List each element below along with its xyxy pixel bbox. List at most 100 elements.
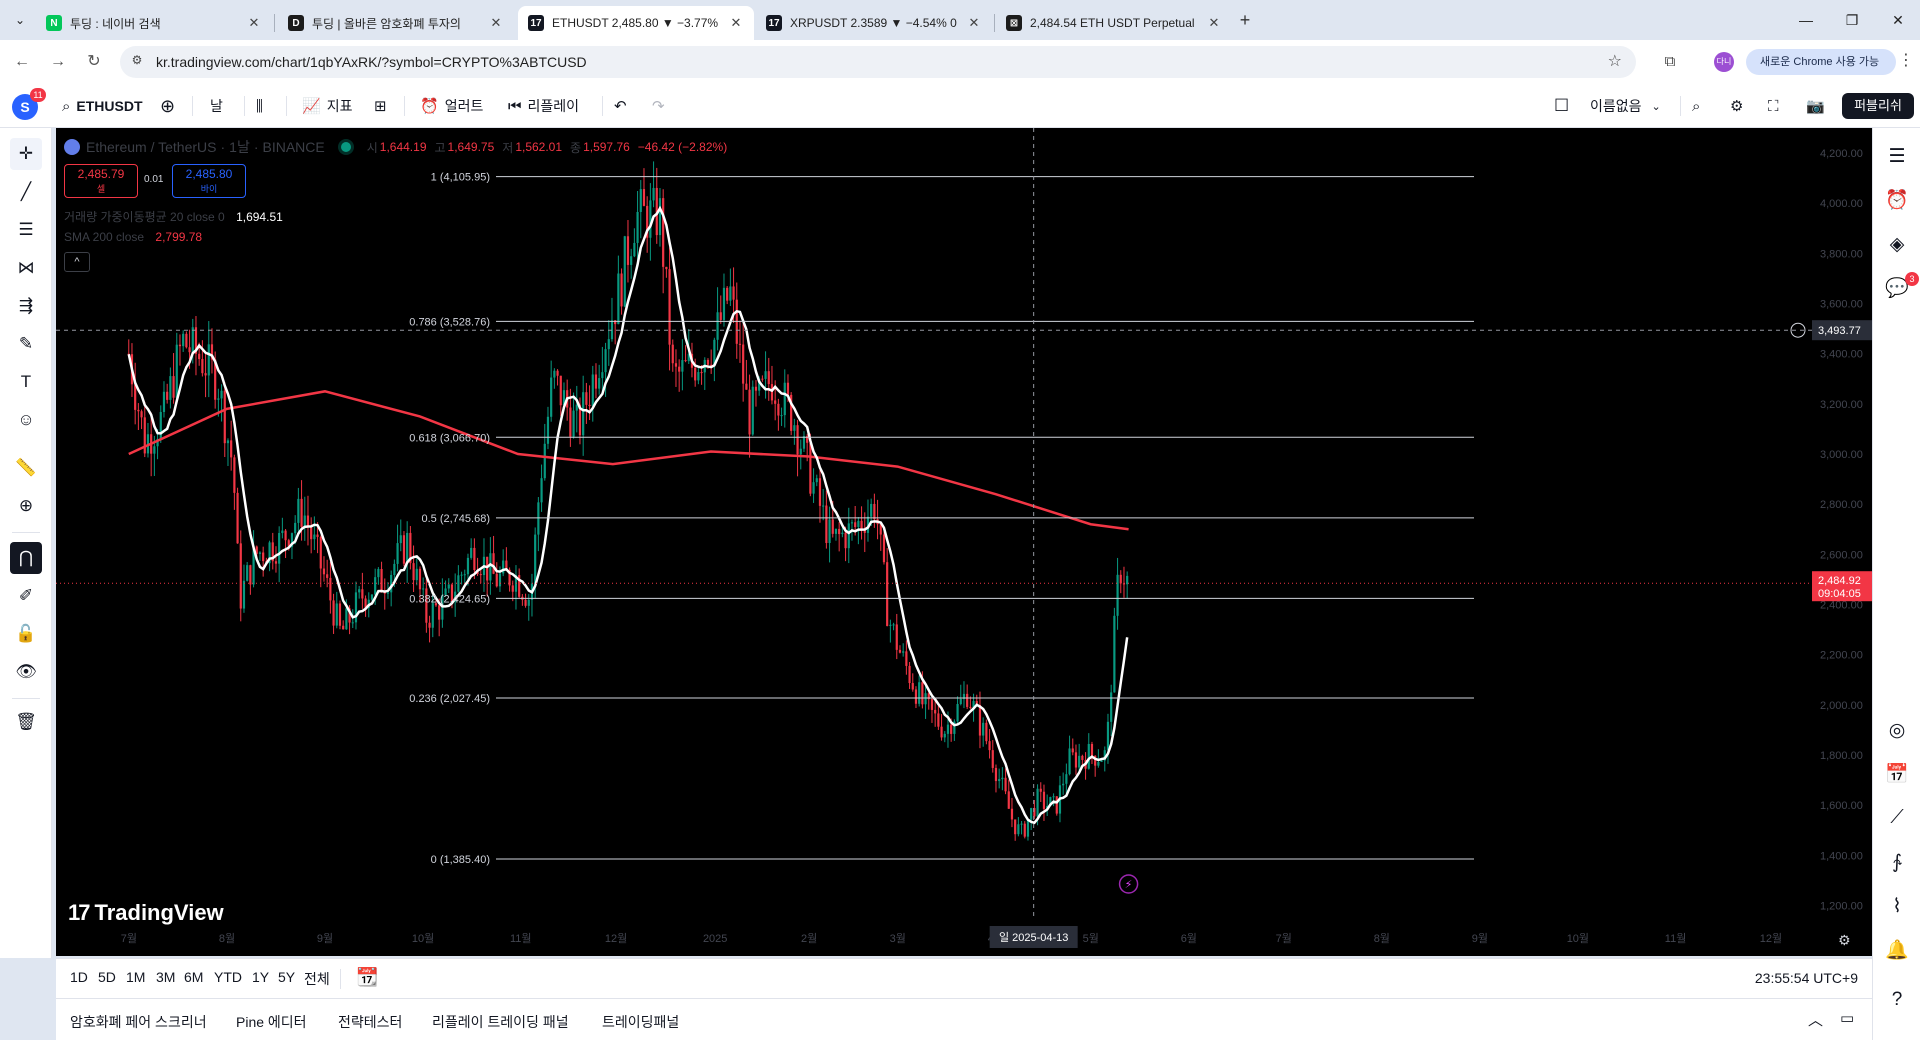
browser-tab[interactable]: 17 XRPUSDT 2.3589 ▼ −4.54% 0 ✕	[756, 6, 992, 40]
alert-button[interactable]: ⏰ 얼러트	[420, 92, 483, 120]
restore-icon[interactable]: ❐	[1845, 12, 1859, 28]
minimize-icon[interactable]: —	[1799, 12, 1813, 28]
lock-drawing-pencil-icon[interactable]: ✐	[18, 586, 34, 605]
help-icon[interactable]: ?	[1891, 989, 1903, 1010]
replay-button[interactable]: ⏮ 리플레이	[508, 92, 579, 120]
tab-replay-trading-panel[interactable]: 리플레이 트레이딩 패널	[432, 1014, 569, 1030]
close-tab-icon[interactable]: ✕	[1208, 15, 1220, 30]
buy-button[interactable]: 2,485.80 바이	[172, 164, 246, 198]
address-bar[interactable]: ⚙ kr.tradingview.com/chart/1qbYAxRK/?sym…	[120, 46, 1636, 78]
price-chart[interactable]: 4,200.00 4,000.00 3,800.00 3,600.00 3,400.00…	[56, 128, 1872, 956]
pattern-icon[interactable]: ⋈	[17, 258, 35, 277]
timeframe-5d[interactable]: 5D	[98, 969, 116, 985]
timeframe-6m[interactable]: 6M	[184, 969, 204, 985]
axis-settings-icon[interactable]: ⚙	[1838, 932, 1851, 948]
eye-icon[interactable]: 👁	[15, 662, 37, 681]
browser-tab[interactable]: N 투딩 : 네이버 검색 ✕	[36, 6, 272, 40]
pine-icon[interactable]: ∱	[1892, 851, 1902, 873]
compare-add-symbol-button[interactable]: ⊕	[160, 92, 181, 120]
interval-button[interactable]: 날	[210, 92, 223, 120]
zoom-in-icon[interactable]: ⊕	[18, 496, 34, 515]
tab-pine-editor[interactable]: Pine 에디터	[236, 1014, 307, 1030]
publish-button[interactable]: 퍼블리쉬	[1842, 93, 1914, 119]
chat-icon[interactable]: 💬 3	[1881, 272, 1919, 304]
timeframe-3m[interactable]: 3M	[156, 969, 176, 985]
trend-line-icon[interactable]: ╱	[20, 182, 32, 201]
timeframe-1m[interactable]: 1M	[126, 969, 146, 985]
timeframe-1y[interactable]: 1Y	[252, 969, 270, 985]
chart-clock[interactable]: 23:55:54 UTC+9	[1754, 970, 1858, 986]
indicator-legend-sma[interactable]: SMA 200 close 2,799.78	[64, 230, 202, 244]
browser-tab-active[interactable]: 17 ETHUSDT 2,485.80 ▼ −3.77% ✕	[518, 6, 754, 40]
maximize-panel-icon[interactable]: ▭	[1840, 1010, 1855, 1027]
ideas-icon[interactable]: ⟋	[1890, 807, 1904, 828]
indicators-button[interactable]: 📈 지표	[302, 92, 352, 120]
window-close-icon[interactable]: ✕	[1892, 12, 1904, 28]
close-tab-icon[interactable]: ✕	[248, 15, 260, 30]
chart-type-button[interactable]: ⫼	[256, 92, 269, 120]
close-tab-icon[interactable]: ✕	[968, 15, 980, 30]
lock-icon[interactable]: 🔓	[15, 624, 37, 643]
target-icon[interactable]: ◎	[1888, 719, 1906, 741]
settings-button[interactable]: ⚙	[1730, 92, 1749, 120]
chevron-up-icon[interactable]: ︿	[1808, 1012, 1824, 1029]
forecast-icon[interactable]: ⇶	[18, 296, 34, 315]
emoji-icon[interactable]: ☺	[17, 410, 35, 429]
timeframe-5y[interactable]: 5Y	[278, 969, 296, 985]
collapse-legend-button[interactable]: ^	[64, 252, 90, 272]
alerts-clock-icon[interactable]: ⏰	[1885, 190, 1909, 211]
crosshair-cursor-icon[interactable]: ✛	[10, 138, 42, 170]
tab-strategy-tester[interactable]: 전략테스터	[338, 1014, 403, 1030]
undo-button[interactable]: ↶	[614, 92, 633, 120]
redo-button[interactable]: ↷	[652, 92, 671, 120]
back-arrow-icon[interactable]: ←	[14, 53, 30, 70]
close-tab-icon[interactable]: ✕	[730, 15, 742, 30]
brush-icon[interactable]: ✎	[18, 334, 34, 353]
fib-retracement-icon[interactable]: ☰	[18, 220, 34, 239]
sell-button[interactable]: 2,485.79 셀	[64, 164, 138, 198]
tab-trading-panel[interactable]: 트레이딩패널	[602, 1014, 680, 1030]
extensions-puzzle-icon[interactable]: ⧉	[1664, 53, 1676, 70]
bookmark-star-icon[interactable]: ☆	[1607, 53, 1622, 70]
reload-icon[interactable]: ↻	[87, 53, 101, 70]
chrome-update-button[interactable]: 새로운 Chrome 사용 가능	[1746, 49, 1896, 75]
streams-icon[interactable]: ⌇	[1892, 895, 1902, 917]
chrome-menu-icon[interactable]: ⋮	[1898, 52, 1914, 69]
templates-button[interactable]: ⊞	[374, 92, 393, 120]
legend-pair[interactable]: Ethereum / TetherUS	[86, 139, 217, 155]
tab-crypto-screener[interactable]: 암호화폐 페어 스크리너	[70, 1014, 207, 1030]
text-icon[interactable]: T	[20, 372, 32, 391]
notifications-bell-icon[interactable]: 🔔	[1885, 940, 1909, 961]
quick-search-button[interactable]: ⌕	[1692, 92, 1706, 120]
site-info-icon[interactable]: ⚙	[131, 53, 143, 67]
timeframe-all[interactable]: 전체	[304, 971, 330, 987]
tab-search-chevron-icon[interactable]: ⌄	[14, 13, 26, 27]
trash-icon[interactable]: 🗑	[15, 712, 37, 731]
candle-body	[598, 378, 601, 389]
layout-name-button[interactable]: 이름없음 ⌄	[1590, 92, 1661, 120]
close-tab-icon[interactable]: ✕	[490, 15, 502, 30]
market-status-dot[interactable]	[340, 142, 351, 152]
url-text[interactable]: kr.tradingview.com/chart/1qbYAxRK/?symbo…	[156, 54, 587, 70]
ruler-icon[interactable]: 📏	[15, 458, 37, 477]
chart-canvas[interactable]: 4,200.00 4,000.00 3,800.00 3,600.00 3,400.00…	[56, 128, 1872, 956]
timeframe-1d[interactable]: 1D	[70, 969, 88, 985]
forward-arrow-icon[interactable]: →	[50, 53, 66, 70]
fullscreen-button[interactable]: ⛶	[1768, 92, 1785, 120]
candle-body	[303, 515, 306, 527]
browser-tab[interactable]: D 투딩 | 올바른 암호화폐 투자의 ✕	[278, 6, 514, 40]
candle-body	[143, 417, 146, 454]
new-tab-plus-icon[interactable]: +	[1239, 10, 1251, 30]
snapshot-button[interactable]: 📷	[1806, 92, 1831, 120]
layers-icon[interactable]: ◈	[1889, 233, 1905, 255]
watchlist-icon[interactable]: ☰	[1888, 145, 1906, 167]
calendar-icon[interactable]: 📅	[1885, 764, 1909, 785]
date-range-calendar-icon[interactable]: 📆	[356, 967, 379, 987]
magnet-icon[interactable]: ⋂	[10, 542, 42, 574]
indicator-legend-vwma[interactable]: 거래량 가중이동평균 20 close 0 1,694.51	[64, 208, 283, 225]
timeframe-ytd[interactable]: YTD	[214, 969, 242, 985]
profile-avatar[interactable]: 다니	[1714, 52, 1734, 72]
browser-tab[interactable]: ⊠ 2,484.54 ETH USDT Perpetual ✕	[996, 6, 1232, 40]
symbol-search-button[interactable]: ⌕ ETHUSDT	[62, 92, 143, 120]
layout-button[interactable]: ☐	[1554, 92, 1575, 120]
